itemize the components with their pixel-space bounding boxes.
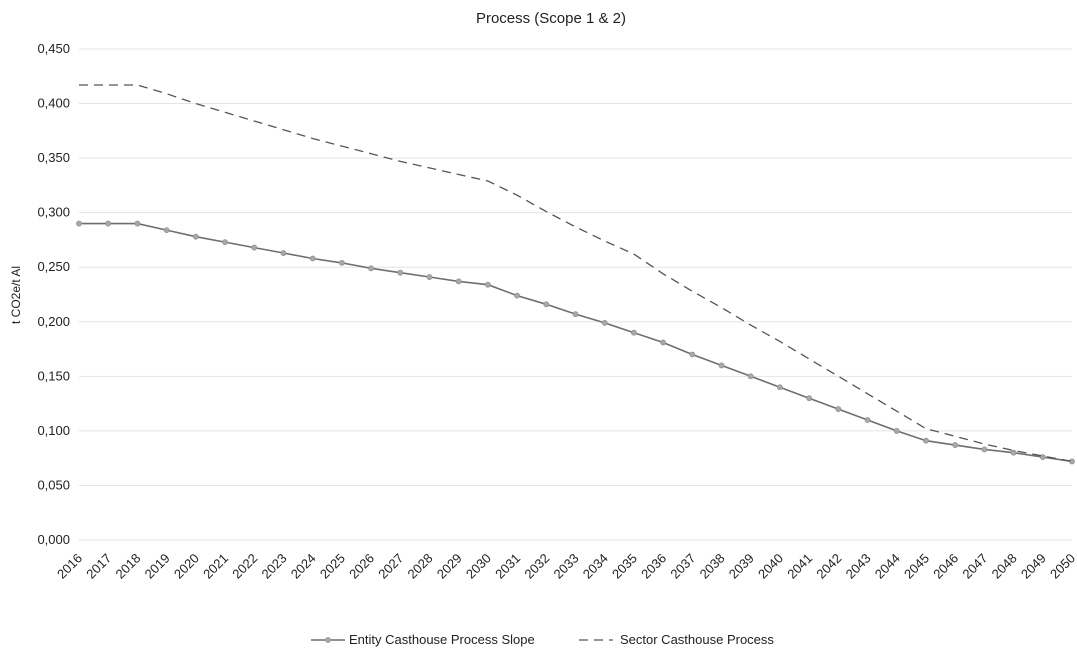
entity-data-point — [192, 233, 199, 240]
x-tick-label: 2041 — [784, 551, 815, 582]
x-tick-label: 2046 — [930, 551, 961, 582]
entity-data-point — [572, 311, 579, 318]
entity-data-point — [514, 292, 520, 299]
entity-data-point — [280, 250, 287, 256]
entity-data-point — [397, 269, 404, 276]
entity-data-point — [718, 362, 725, 369]
x-tick-label: 2043 — [843, 551, 874, 582]
x-tick-label: 2026 — [346, 551, 377, 582]
entity-data-point — [1010, 449, 1017, 456]
entity-data-point — [338, 259, 345, 266]
entity-data-point — [601, 319, 608, 326]
series-2 — [79, 84, 1073, 463]
y-tick-label: 0,300 — [37, 205, 70, 220]
x-tick-label: 2031 — [492, 551, 523, 582]
y-tick-label: 0,050 — [37, 477, 70, 492]
y-axis-ticks: 0,000 0,050 0,100 0,150 0,200 0,250 0,300 0,350… — [37, 41, 70, 547]
y-tick-label: 0,100 — [37, 423, 70, 438]
entity-data-point — [368, 265, 374, 272]
x-tick-label: 2034 — [580, 551, 611, 582]
x-tick-label: 2016 — [54, 551, 85, 582]
y-tick-label: 0,000 — [37, 532, 70, 547]
entity-data-point — [105, 220, 112, 227]
y-tick-label: 0,350 — [37, 150, 70, 165]
x-tick-label: 2023 — [259, 551, 290, 582]
sector-series-line — [79, 84, 1073, 463]
y-tick-label: 0,200 — [37, 314, 70, 329]
y-tick-label: 0,150 — [37, 368, 70, 383]
x-tick-label: 2039 — [726, 551, 757, 582]
entity-data-point — [163, 227, 170, 234]
x-tick-label: 2042 — [813, 551, 844, 582]
entity-data-point — [893, 427, 900, 434]
y-tick-label: 0,450 — [37, 41, 70, 56]
legend-label-sector: Sector Casthouse Process — [620, 632, 774, 647]
entity-data-point — [455, 278, 462, 285]
entity-data-point — [251, 244, 258, 251]
x-tick-label: 2047 — [959, 551, 990, 582]
legend-marker-entity — [325, 637, 331, 643]
entity-data-point — [1039, 454, 1046, 460]
x-axis-ticks: 2016201720182019202020212022202320242025… — [54, 551, 1077, 582]
entity-data-point — [923, 437, 929, 444]
x-tick-label: 2035 — [609, 551, 640, 582]
x-tick-label: 2038 — [697, 551, 728, 582]
x-tick-label: 2049 — [1018, 551, 1049, 582]
entity-data-point — [543, 301, 550, 308]
x-tick-label: 2040 — [755, 551, 786, 582]
x-tick-label: 2018 — [112, 551, 143, 582]
x-tick-label: 2017 — [83, 551, 114, 582]
entity-data-point — [806, 395, 813, 402]
x-tick-label: 2037 — [667, 551, 698, 582]
x-tick-label: 2044 — [872, 551, 903, 582]
entity-data-point — [309, 255, 316, 262]
entity-data-point — [484, 281, 491, 288]
entity-data-point — [777, 384, 783, 391]
legend-label-entity: Entity Casthouse Process Slope — [349, 632, 535, 647]
series-1 — [76, 220, 1075, 465]
entity-series-line — [79, 222, 1073, 463]
y-tick-label: 0,250 — [37, 259, 70, 274]
x-tick-label: 2048 — [989, 551, 1020, 582]
entity-data-point — [76, 220, 82, 227]
entity-data-point — [747, 373, 754, 380]
x-tick-label: 2045 — [901, 551, 932, 582]
entity-data-point — [689, 351, 696, 358]
y-axis-label: t CO2e/t Al — [9, 266, 23, 324]
x-tick-label: 2036 — [638, 551, 669, 582]
gridlines — [79, 48, 1072, 541]
entity-data-point — [134, 220, 141, 227]
x-tick-label: 2025 — [317, 551, 348, 582]
x-tick-label: 2033 — [551, 551, 582, 582]
entity-data-point — [631, 329, 637, 336]
x-tick-label: 2027 — [375, 551, 406, 582]
entity-data-point — [864, 417, 871, 423]
entity-data-point — [981, 446, 988, 453]
entity-data-point — [426, 274, 433, 280]
legend: Entity Casthouse Process Slope Sector Cas… — [311, 632, 774, 647]
entity-data-point — [952, 442, 959, 448]
entity-data-point — [835, 406, 842, 412]
y-tick-label: 0,400 — [37, 96, 70, 111]
chart-title: Process (Scope 1 & 2) — [476, 10, 626, 27]
x-tick-label: 2032 — [521, 551, 552, 582]
x-tick-label: 2021 — [200, 551, 231, 582]
entity-data-point — [660, 339, 667, 346]
x-tick-label: 2024 — [288, 551, 319, 582]
x-tick-label: 2019 — [142, 551, 173, 582]
x-tick-label: 2030 — [463, 551, 494, 582]
x-tick-label: 2029 — [434, 551, 465, 582]
x-tick-label: 2020 — [171, 551, 202, 582]
x-tick-label: 2022 — [229, 551, 260, 582]
x-tick-label: 2050 — [1047, 551, 1077, 582]
entity-data-point — [222, 239, 228, 246]
x-tick-label: 2028 — [405, 551, 436, 582]
series-layer — [76, 84, 1075, 465]
